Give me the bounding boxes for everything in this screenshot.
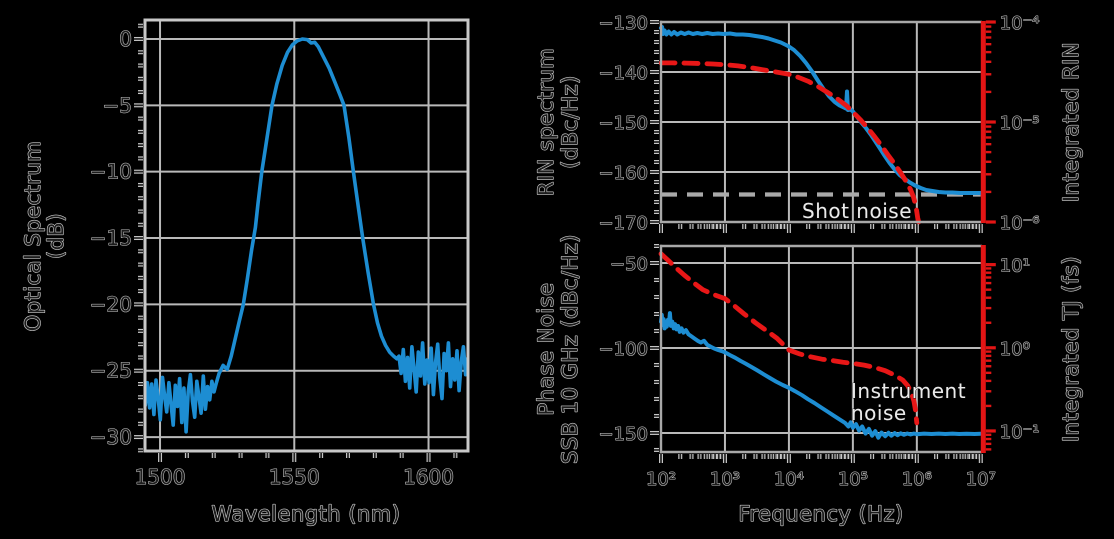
rin-yaxis-label-line2: (dBc/Hz): [558, 75, 582, 169]
y-tick-label: −10: [90, 160, 132, 184]
phase-yaxis-label-line2: SSB 10 GHz (dBc/Hz): [558, 234, 582, 464]
curve-phase-noise: [659, 311, 983, 440]
y-tick-label: −170: [599, 213, 648, 234]
right-tick-label: 10⁻⁴: [1000, 13, 1040, 34]
right-tick-label: 10⁰: [1000, 339, 1030, 360]
shot-noise-annotation: Shot noise: [802, 199, 912, 223]
y-tick-label: −130: [599, 13, 648, 34]
phase-right-axis-label: Integrated TJ (fs): [1059, 256, 1083, 442]
y-tick-label: −15: [90, 226, 132, 250]
right-tick-label: 10⁻⁵: [1000, 113, 1040, 134]
frequency-xaxis-label: Frequency (Hz): [738, 502, 903, 526]
curve-optical-spectrum: [143, 37, 470, 434]
phase-yaxis-label-line1: Phase Noise: [534, 282, 558, 415]
phase-noise-panel: 10² 10³ 10⁴ 10⁵ 10⁶ 10⁷ −50 −100 −150 10¹ 10⁰ 10⁻¹: [598, 244, 1040, 491]
y-tick-label: −150: [599, 113, 648, 134]
optical-spectrum-panel: 1500 1550 1600 0 −5 −10 −15 −20 −25 −30: [89, 18, 470, 490]
rin-spectrum-panel: −130 −140 −150 −160 −170 10⁻⁴ 10⁻⁵ 10⁻⁶: [598, 12, 1040, 234]
y-tick-label: −30: [90, 425, 132, 449]
y-tick-label: −5: [103, 93, 132, 117]
instrument-noise-annotation-line2: noise: [851, 401, 907, 425]
right-tick-label: 10¹: [1000, 256, 1030, 277]
rin-yaxis-label-line1: RIN spectrum: [534, 48, 558, 197]
y-tick-label: −20: [90, 292, 132, 316]
right-tick-label: 10⁻⁶: [1000, 213, 1040, 234]
y-tick-label: −150: [599, 424, 648, 445]
y-tick-label: −50: [610, 254, 648, 275]
x-tick-label: 10⁷: [966, 469, 996, 490]
x-tick-label: 10²: [646, 469, 676, 490]
x-tick-label: 1500: [135, 465, 186, 489]
optical-yaxis-label-line2: (dB): [44, 213, 68, 259]
y-tick-label: −140: [599, 63, 648, 84]
x-tick-label: 10⁵: [838, 469, 868, 490]
x-tick-label: 1550: [269, 465, 320, 489]
optical-yaxis-label-line1: Optical Spectrum: [21, 141, 45, 332]
curve-integrated-tj: [658, 251, 920, 426]
y-tick-label: −25: [90, 359, 132, 383]
instrument-noise-annotation-line1: Instrument: [851, 379, 966, 403]
x-tick-label: 10⁴: [774, 469, 804, 490]
x-tick-label: 10³: [710, 469, 740, 490]
right-tick-label: 10⁻¹: [1000, 422, 1040, 443]
y-tick-label: −160: [599, 163, 648, 184]
curve-integrated-rin: [658, 60, 922, 225]
curve-rin-spectrum: [659, 25, 983, 195]
x-tick-label: 1600: [403, 465, 454, 489]
optical-xaxis-label: Wavelength (nm): [212, 502, 401, 526]
rin-right-axis-label: Integrated RIN: [1059, 42, 1083, 202]
x-tick-label: 10⁶: [902, 469, 932, 490]
y-tick-label: 0: [119, 27, 132, 51]
y-tick-label: −100: [599, 339, 648, 360]
